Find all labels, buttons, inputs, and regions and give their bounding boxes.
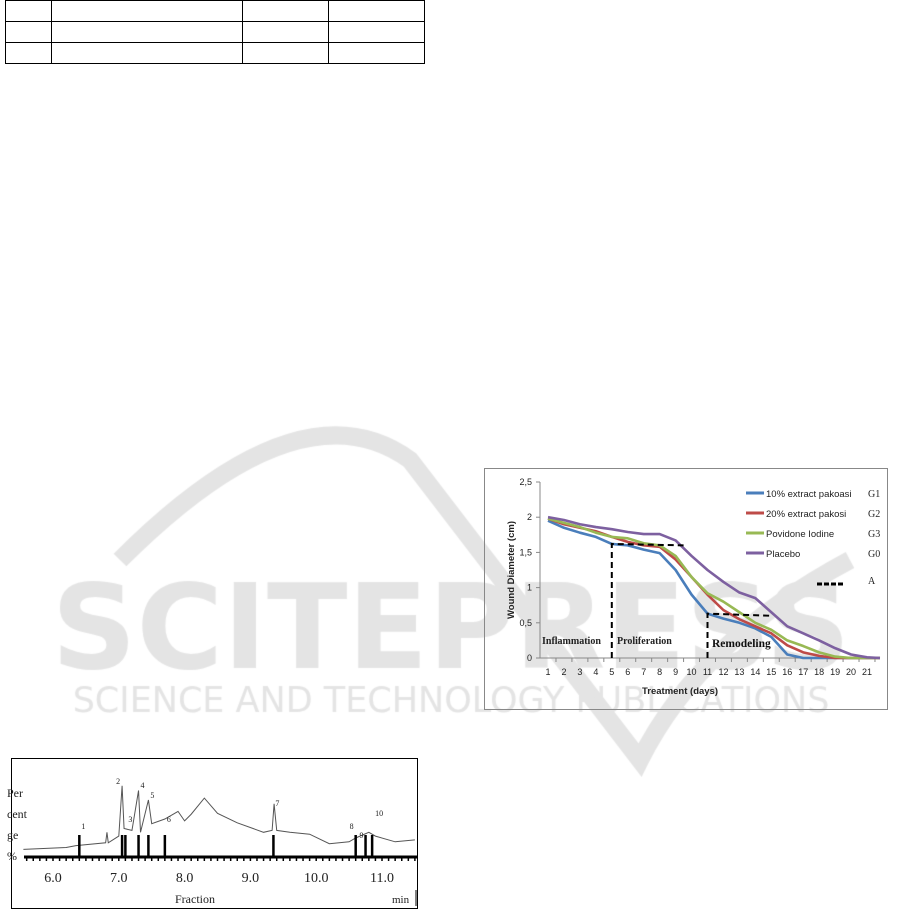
- x-tick-label: 9: [673, 667, 678, 677]
- series-line-g3: [547, 517, 880, 660]
- x-tick-label: 7.0: [110, 871, 128, 886]
- x-axis-label: Fraction: [175, 892, 215, 906]
- x-tick-label: 2: [561, 667, 566, 677]
- phase-label: Proliferation: [617, 636, 672, 647]
- peak-label: 8: [350, 822, 354, 831]
- x-tick-label: 19: [830, 667, 840, 677]
- x-tick-label: 14: [750, 667, 760, 677]
- x-axis-unit: min: [392, 894, 410, 906]
- y-tick-label: 0,5: [519, 618, 532, 628]
- y-tick-label: 2,5: [519, 477, 532, 487]
- peak-label: 10: [375, 809, 383, 818]
- x-tick-label: 11: [703, 667, 712, 677]
- y-axis-label-line: %: [7, 849, 17, 863]
- x-tick-label: 3: [577, 667, 582, 677]
- y-axis-label-line: cent: [7, 807, 28, 821]
- x-tick-label: 11.0: [370, 871, 394, 886]
- x-tick-label: 6.0: [44, 871, 62, 886]
- legend-label: 10% extract pakoasi: [766, 489, 852, 500]
- phase-label: Inflammation: [542, 636, 601, 647]
- x-tick-label: 20: [846, 667, 856, 677]
- reference-dashed-line: [610, 542, 684, 658]
- peak-label: 4: [141, 781, 145, 790]
- chart-frame: [484, 468, 888, 710]
- x-tick-label: 10.0: [304, 871, 329, 886]
- legend-group: G2: [868, 509, 880, 520]
- x-tick-label: 5: [609, 667, 614, 677]
- peak-label: 5: [150, 791, 154, 800]
- x-tick-label: 16: [782, 667, 792, 677]
- figure-frame: [11, 758, 418, 909]
- peak-label: 1: [81, 822, 85, 831]
- x-tick-label: 10: [687, 667, 697, 677]
- x-tick-label: 12: [718, 667, 728, 677]
- series-line-g0: [547, 515, 881, 660]
- chromatogram-trace: [23, 785, 415, 850]
- y-tick-label: 0: [527, 653, 532, 663]
- peak-label: 2: [116, 777, 120, 786]
- x-tick-label: 21: [862, 667, 872, 677]
- legend-label: Placebo: [766, 549, 800, 560]
- legend-group: G1: [868, 489, 880, 500]
- legend-group: G3: [868, 529, 880, 540]
- y-tick-label: 1: [527, 583, 532, 593]
- phase-label: Remodeling: [712, 638, 771, 650]
- y-axis-label: Wound Diameter (cm): [506, 521, 517, 619]
- x-tick-label: 9.0: [242, 871, 260, 886]
- legend-label: Povidone Iodine: [766, 529, 834, 540]
- y-tick-label: 1,5: [519, 547, 532, 557]
- x-tick-label: 4: [593, 667, 598, 677]
- x-tick-label: 13: [734, 667, 744, 677]
- legend-label-reference: A: [868, 576, 876, 587]
- x-tick-label: 1: [545, 667, 550, 677]
- peak-label: 7: [275, 799, 279, 808]
- peak-label: 6: [167, 815, 171, 824]
- x-tick-label: 15: [766, 667, 776, 677]
- reference-dashed-line: [706, 612, 772, 658]
- y-axis-label-line: ge: [7, 828, 18, 842]
- x-tick-label: 18: [814, 667, 824, 677]
- x-tick-label: 17: [798, 667, 808, 677]
- x-axis-label: Treatment (days): [642, 686, 718, 697]
- peak-label: 9: [360, 831, 364, 840]
- x-tick-label: 8: [657, 667, 662, 677]
- legend-group: G0: [868, 549, 880, 560]
- y-tick-label: 2: [527, 512, 532, 522]
- peak-label: 3: [128, 815, 132, 824]
- x-tick-label: 6: [625, 667, 630, 677]
- legend-label: 20% extract pakosi: [766, 509, 846, 520]
- y-axis-label-line: Per: [7, 786, 23, 800]
- x-tick-label: 8.0: [176, 871, 194, 886]
- x-tick-label: 7: [641, 667, 646, 677]
